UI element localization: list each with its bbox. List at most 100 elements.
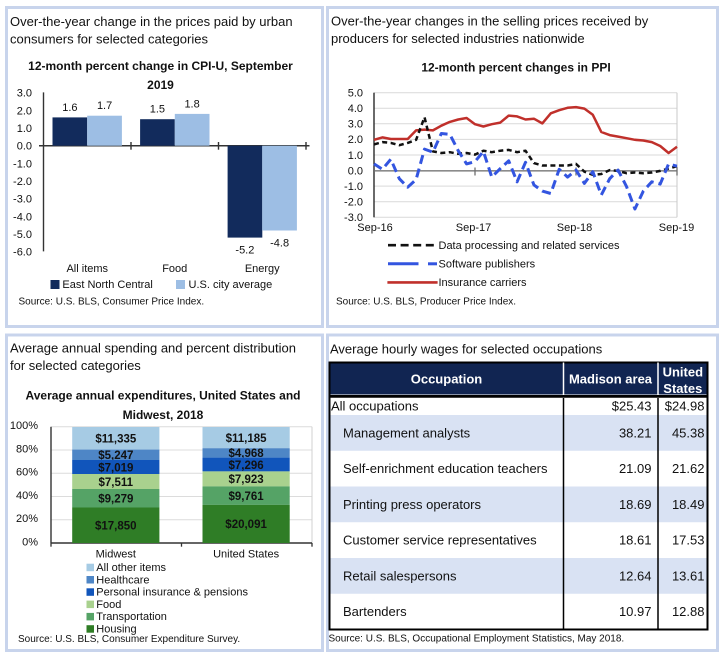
svg-text:producers for selected industr: producers for selected industries nation… bbox=[331, 31, 585, 46]
svg-text:$7,019: $7,019 bbox=[98, 462, 133, 474]
svg-text:Energy: Energy bbox=[245, 263, 280, 275]
svg-text:-2.0: -2.0 bbox=[344, 197, 363, 209]
svg-text:$5,247: $5,247 bbox=[98, 450, 133, 462]
svg-text:Insurance carriers: Insurance carriers bbox=[439, 277, 528, 289]
svg-text:Customer service representativ: Customer service representatives bbox=[343, 533, 537, 548]
svg-text:Food: Food bbox=[162, 263, 187, 275]
svg-text:Madison area: Madison area bbox=[569, 372, 653, 387]
svg-text:Sep-18: Sep-18 bbox=[557, 222, 592, 234]
svg-text:45.38: 45.38 bbox=[672, 425, 705, 440]
svg-text:$9,279: $9,279 bbox=[98, 494, 133, 506]
svg-text:0.0: 0.0 bbox=[348, 165, 363, 177]
svg-text:0.0: 0.0 bbox=[17, 141, 32, 153]
svg-text:1.7: 1.7 bbox=[97, 100, 112, 112]
svg-text:$11,335: $11,335 bbox=[95, 434, 137, 446]
svg-text:East North Central: East North Central bbox=[62, 279, 152, 291]
svg-text:Midwest: Midwest bbox=[96, 549, 136, 561]
svg-text:-1.0: -1.0 bbox=[13, 158, 32, 170]
svg-text:Over-the-year change in the pr: Over-the-year change in the prices paid … bbox=[10, 14, 293, 29]
svg-text:18.49: 18.49 bbox=[672, 497, 705, 512]
svg-text:13.61: 13.61 bbox=[672, 568, 705, 583]
svg-text:Management analysts: Management analysts bbox=[343, 425, 471, 440]
svg-text:18.69: 18.69 bbox=[619, 497, 652, 512]
svg-text:21.62: 21.62 bbox=[672, 461, 705, 476]
svg-text:4.0: 4.0 bbox=[348, 103, 363, 115]
svg-text:Midwest, 2018: Midwest, 2018 bbox=[123, 408, 204, 422]
svg-text:12.64: 12.64 bbox=[619, 568, 652, 583]
svg-text:All items: All items bbox=[66, 263, 108, 275]
svg-text:Average hourly wages for selec: Average hourly wages for selected occupa… bbox=[330, 342, 603, 357]
svg-text:Source: U.S. BLS, Consumer Pri: Source: U.S. BLS, Consumer Price Index. bbox=[19, 297, 205, 308]
svg-text:20%: 20% bbox=[16, 513, 38, 525]
svg-text:-5.2: -5.2 bbox=[235, 244, 254, 256]
svg-text:United: United bbox=[663, 364, 704, 379]
svg-text:Self-enrichment education teac: Self-enrichment education teachers bbox=[343, 461, 548, 476]
svg-text:All occupations: All occupations bbox=[331, 398, 419, 413]
svg-text:Food: Food bbox=[96, 599, 121, 611]
svg-text:2.0: 2.0 bbox=[348, 134, 363, 146]
svg-text:$11,185: $11,185 bbox=[226, 433, 268, 445]
svg-text:Source: U.S. BLS, Occupational: Source: U.S. BLS, Occupational Employmen… bbox=[329, 634, 625, 645]
svg-text:All other items: All other items bbox=[96, 562, 166, 574]
svg-text:1.5: 1.5 bbox=[150, 104, 165, 116]
svg-text:$25.43: $25.43 bbox=[612, 398, 652, 413]
svg-text:1.6: 1.6 bbox=[62, 102, 77, 114]
svg-text:U.S. city average: U.S. city average bbox=[189, 279, 273, 291]
svg-text:Average annual expenditures, U: Average annual expenditures, United Stat… bbox=[26, 388, 301, 402]
svg-text:$9,761: $9,761 bbox=[229, 491, 265, 503]
svg-text:18.61: 18.61 bbox=[619, 533, 652, 548]
svg-text:12.88: 12.88 bbox=[672, 604, 705, 619]
svg-text:12-month percent changes in PP: 12-month percent changes in PPI bbox=[421, 61, 610, 75]
svg-text:States: States bbox=[663, 381, 702, 396]
svg-text:Occupation: Occupation bbox=[411, 372, 483, 387]
svg-text:Software publishers: Software publishers bbox=[439, 259, 536, 271]
svg-text:-1.0: -1.0 bbox=[344, 181, 363, 193]
svg-text:consumers for selected categor: consumers for selected categories bbox=[10, 32, 208, 47]
svg-text:Transportation: Transportation bbox=[96, 611, 167, 623]
svg-text:$7,296: $7,296 bbox=[229, 460, 264, 472]
svg-text:80%: 80% bbox=[16, 443, 38, 455]
svg-text:10.97: 10.97 bbox=[619, 604, 652, 619]
svg-text:$7,511: $7,511 bbox=[99, 477, 134, 489]
svg-text:Sep-16: Sep-16 bbox=[357, 222, 392, 234]
svg-text:Data processing and related se: Data processing and related services bbox=[439, 240, 620, 252]
svg-text:2.0: 2.0 bbox=[17, 105, 32, 117]
svg-text:$20,091: $20,091 bbox=[225, 519, 267, 531]
svg-text:3.0: 3.0 bbox=[348, 119, 363, 131]
svg-text:1.8: 1.8 bbox=[184, 98, 199, 110]
svg-text:$24.98: $24.98 bbox=[665, 398, 705, 413]
svg-text:$17,850: $17,850 bbox=[95, 521, 137, 533]
svg-text:Printing press operators: Printing press operators bbox=[343, 497, 482, 512]
svg-text:Bartenders: Bartenders bbox=[343, 604, 407, 619]
svg-text:for selected categories: for selected categories bbox=[10, 358, 141, 373]
svg-text:$4,968: $4,968 bbox=[229, 448, 265, 460]
svg-text:-4.0: -4.0 bbox=[13, 211, 32, 223]
svg-text:Retail salespersons: Retail salespersons bbox=[343, 568, 457, 583]
svg-text:3.0: 3.0 bbox=[17, 88, 32, 100]
svg-text:1.0: 1.0 bbox=[348, 150, 363, 162]
svg-text:40%: 40% bbox=[16, 490, 38, 502]
svg-text:-3.0: -3.0 bbox=[13, 194, 32, 206]
svg-text:United States: United States bbox=[213, 549, 280, 561]
svg-text:Over-the-year changes in the s: Over-the-year changes in the selling pri… bbox=[331, 14, 649, 29]
svg-text:Personal insurance & pensions: Personal insurance & pensions bbox=[96, 587, 248, 599]
svg-text:-4.8: -4.8 bbox=[270, 237, 289, 249]
svg-text:$7,923: $7,923 bbox=[229, 474, 264, 486]
svg-text:12-month percent change in CPI: 12-month percent change in CPI-U, Septem… bbox=[28, 59, 293, 73]
svg-text:-6.0: -6.0 bbox=[13, 247, 32, 259]
svg-text:Sep-17: Sep-17 bbox=[456, 222, 491, 234]
svg-text:-5.0: -5.0 bbox=[13, 229, 32, 241]
svg-text:17.53: 17.53 bbox=[672, 533, 705, 548]
svg-text:0%: 0% bbox=[22, 536, 38, 548]
svg-text:60%: 60% bbox=[16, 467, 38, 479]
svg-text:Source: U.S. BLS, Producer Pri: Source: U.S. BLS, Producer Price Index. bbox=[336, 297, 516, 308]
svg-text:38.21: 38.21 bbox=[619, 425, 652, 440]
svg-text:Average annual spending and pe: Average annual spending and percent dist… bbox=[10, 341, 296, 356]
svg-text:1.0: 1.0 bbox=[17, 123, 32, 135]
svg-text:Source: U.S. BLS, Consumer Exp: Source: U.S. BLS, Consumer Expenditure S… bbox=[18, 634, 240, 645]
svg-text:-3.0: -3.0 bbox=[344, 212, 363, 224]
svg-text:5.0: 5.0 bbox=[348, 88, 363, 100]
svg-text:100%: 100% bbox=[10, 420, 38, 432]
svg-text:2019: 2019 bbox=[147, 78, 174, 92]
svg-text:21.09: 21.09 bbox=[619, 461, 652, 476]
